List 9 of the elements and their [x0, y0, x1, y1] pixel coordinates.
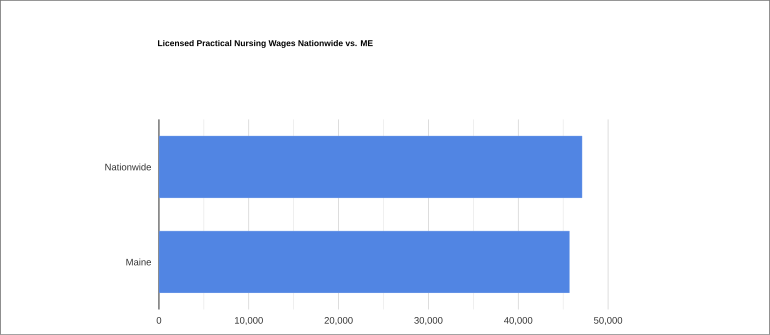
x-tick-label: 50,000: [594, 317, 622, 325]
y-tick-label: Nationwide: [105, 164, 151, 170]
x-tick-label: 0: [156, 317, 162, 324]
x-tick-label: 20,000: [324, 317, 353, 325]
chart-title: Licensed Practical Nursing Wages Nationwide vs. ME: [158, 40, 373, 48]
x-tick-label: 30,000: [414, 317, 443, 325]
x-tick-label: 40,000: [504, 317, 532, 325]
y-tick-label: Maine: [126, 258, 151, 266]
x-tick-label: 10,000: [235, 317, 263, 325]
